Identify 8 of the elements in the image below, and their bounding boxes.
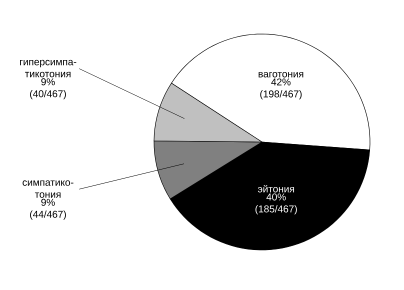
data-label: 9% (44/467) [30, 198, 66, 220]
slice-label: ваготония [258, 72, 304, 78]
slice-label: эйтония [258, 184, 294, 192]
data-label: 42% (198/467) [260, 78, 302, 100]
slice-label: гиперсимпа-тикотония [20, 60, 76, 78]
data-label: 9% (40/467) [30, 78, 66, 100]
slice-label: симпатико-тония [22, 180, 74, 198]
data-label: 40% (185/467) [255, 193, 297, 214]
